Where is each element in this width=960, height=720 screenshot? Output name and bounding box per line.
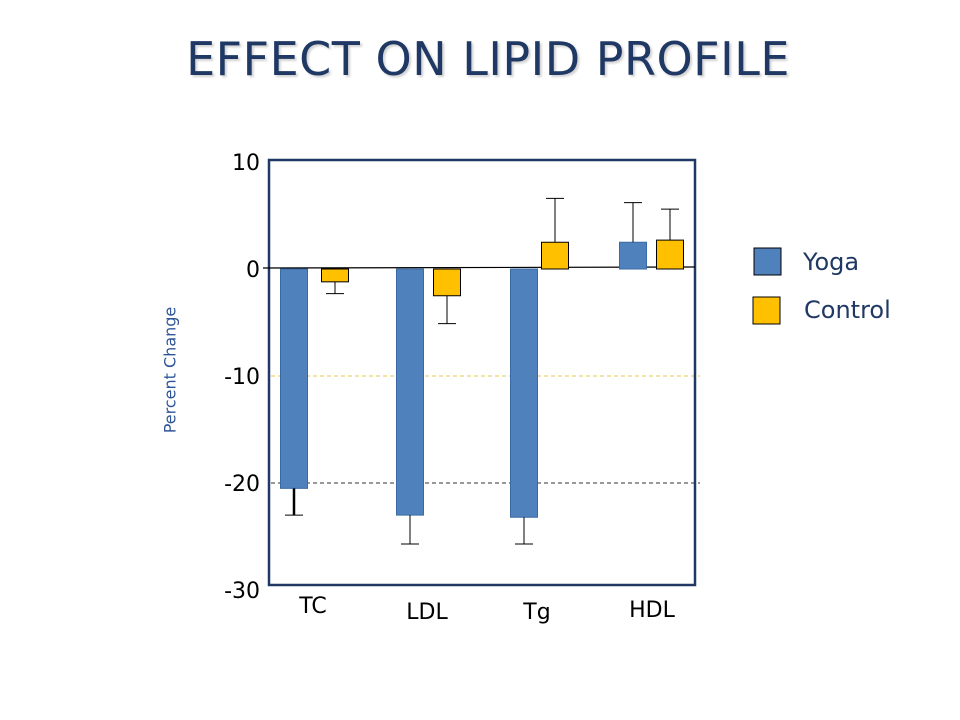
bars xyxy=(280,197,684,545)
y-tick-label: -10 xyxy=(224,365,260,390)
bar-yoga-tc xyxy=(280,268,308,489)
legend-label-control: Control xyxy=(804,296,891,324)
bar-yoga-tg xyxy=(510,268,538,518)
reference-lines xyxy=(271,375,700,484)
y-tick-label: -20 xyxy=(224,472,260,497)
x-category-label: LDL xyxy=(406,600,448,625)
bar-yoga-hdl xyxy=(619,241,647,270)
slide-title: EFFECT ON LIPID PROFILE xyxy=(186,32,790,86)
legend-swatch-yoga xyxy=(753,247,782,276)
x-category-label: TC xyxy=(298,594,327,619)
x-category-label: HDL xyxy=(629,598,675,623)
y-axis-ticks: 10 0 -10 -20 -30 xyxy=(224,151,260,604)
bar-yoga-ldl xyxy=(396,268,424,516)
bar-control-ldl xyxy=(433,268,461,297)
legend-swatch-control xyxy=(752,296,781,325)
y-tick-label: 10 xyxy=(232,151,260,176)
bar-control-tc xyxy=(321,268,349,283)
legend: Yoga Control xyxy=(752,247,891,325)
y-tick-label: -30 xyxy=(224,579,260,604)
plot-frame xyxy=(267,158,697,587)
bar-control-hdl xyxy=(656,239,684,270)
x-axis-labels: TC LDL Tg HDL xyxy=(298,594,675,625)
legend-label-yoga: Yoga xyxy=(802,248,859,276)
bar-control-tg xyxy=(541,241,569,270)
y-tick-label: 0 xyxy=(246,258,260,283)
x-category-label: Tg xyxy=(522,600,550,625)
